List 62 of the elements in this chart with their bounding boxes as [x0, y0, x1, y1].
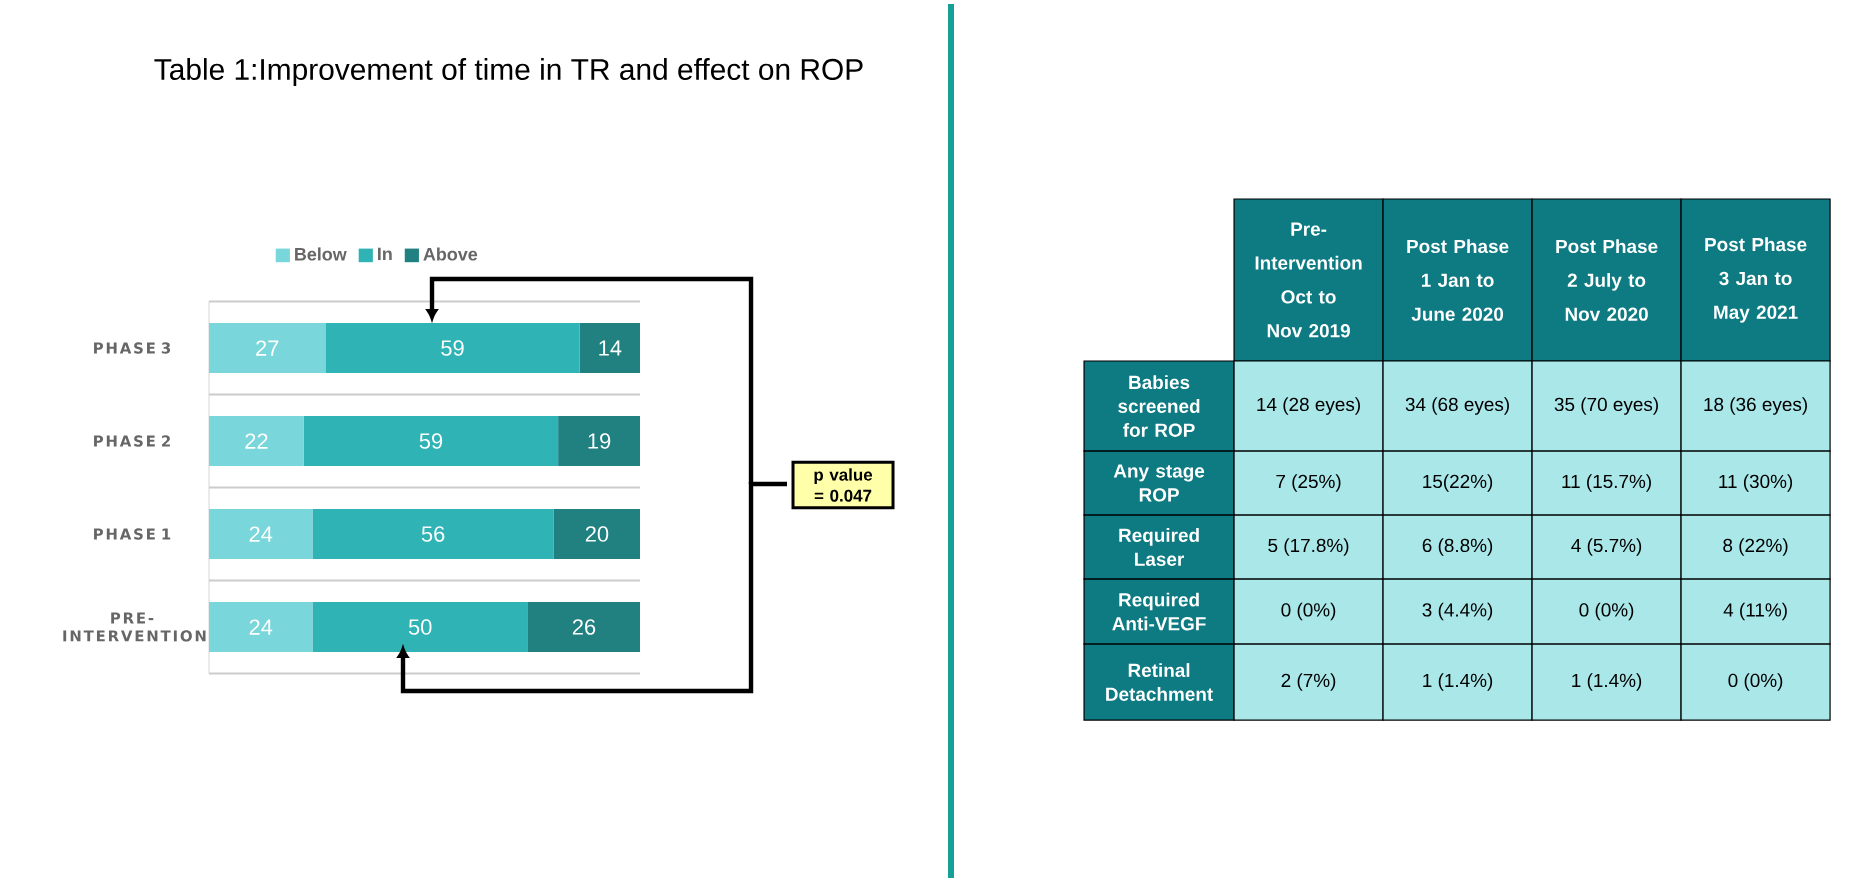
category-label: Post Phase 3 Jan to May 2021 — [1705, 237, 1807, 323]
bar — [312, 509, 554, 560]
data-label: 22 — [245, 433, 268, 449]
data-label: 24 — [249, 619, 273, 635]
data-label: 50 — [408, 619, 432, 635]
text: 7 (25%) — [1276, 474, 1341, 492]
text: 11 (15.7%) — [1562, 474, 1651, 492]
text: 18 (36 eyes) — [1704, 397, 1807, 415]
category-label: Babies screened for ROP — [1118, 375, 1200, 437]
data-label: 20 — [585, 526, 609, 542]
category-label: Retinal Detachment — [1106, 663, 1213, 701]
bar — [579, 323, 641, 374]
bar — [209, 509, 313, 560]
text: 11 (30%) — [1719, 474, 1793, 492]
text: 1 (1.4%) — [1572, 673, 1642, 691]
bar — [325, 323, 580, 374]
text: 2 (7%) — [1281, 673, 1336, 691]
category-label: Post Phase 1 Jan to June 2020 — [1407, 239, 1509, 321]
text: p value = 0.047 — [814, 468, 873, 502]
legend-label: Above — [423, 247, 478, 261]
bar — [209, 323, 326, 374]
bar — [209, 602, 313, 653]
text: 35 (70 eyes) — [1554, 397, 1658, 415]
category-label: Required Anti-VEGF — [1112, 592, 1206, 631]
data-label: 59 — [441, 340, 464, 356]
y-tick-label: PHASE 2 — [94, 435, 170, 447]
text: 0 (0%) — [1579, 602, 1634, 621]
category-label: Pre-Intervention Oct to Nov 2019 — [1255, 222, 1362, 338]
bar — [209, 416, 304, 467]
bar — [527, 602, 641, 653]
text: 34 (68 eyes) — [1405, 397, 1509, 415]
category-label: Any stage ROP — [1113, 464, 1205, 502]
text: 0 (0%) — [1281, 602, 1336, 621]
legend-label: In — [378, 247, 392, 261]
text: 8 (22%) — [1723, 538, 1788, 556]
data-label: 24 — [249, 526, 273, 542]
category-label: Post Phase 2 July to Nov 2020 — [1556, 239, 1658, 321]
bar — [553, 509, 641, 560]
data-label: 59 — [419, 433, 443, 449]
text: 4 (11%) — [1723, 602, 1787, 621]
data-label: 27 — [256, 340, 279, 356]
y-tick-label: PHASE 3 — [94, 342, 171, 354]
chart-title: Table 1:Improvement of time in TR and effect on ROP — [154, 58, 863, 86]
data-label: 19 — [588, 433, 611, 449]
text: 1 (1.4%) — [1423, 673, 1493, 691]
category-label: Required Laser — [1119, 528, 1199, 566]
text: 5 (17.8%) — [1268, 538, 1349, 556]
text: 4 (5.7%) — [1571, 538, 1642, 556]
bar — [303, 416, 559, 467]
y-tick-label: PHASE 1 — [94, 528, 171, 540]
text: 6 (8.8%) — [1422, 538, 1493, 556]
data-label: 56 — [421, 526, 445, 542]
y-tick-label: PRE-INTERVENTION — [63, 612, 206, 642]
text: 3 (4.4%) — [1422, 602, 1493, 621]
legend-label: Below — [295, 247, 347, 261]
text: 15(22%) — [1423, 474, 1493, 492]
text: 14 (28 eyes) — [1257, 397, 1360, 415]
bar — [558, 416, 641, 467]
text: 0 (0%) — [1728, 673, 1783, 691]
bar — [312, 602, 528, 653]
data-label: 26 — [572, 619, 596, 635]
data-label: 14 — [599, 340, 622, 356]
